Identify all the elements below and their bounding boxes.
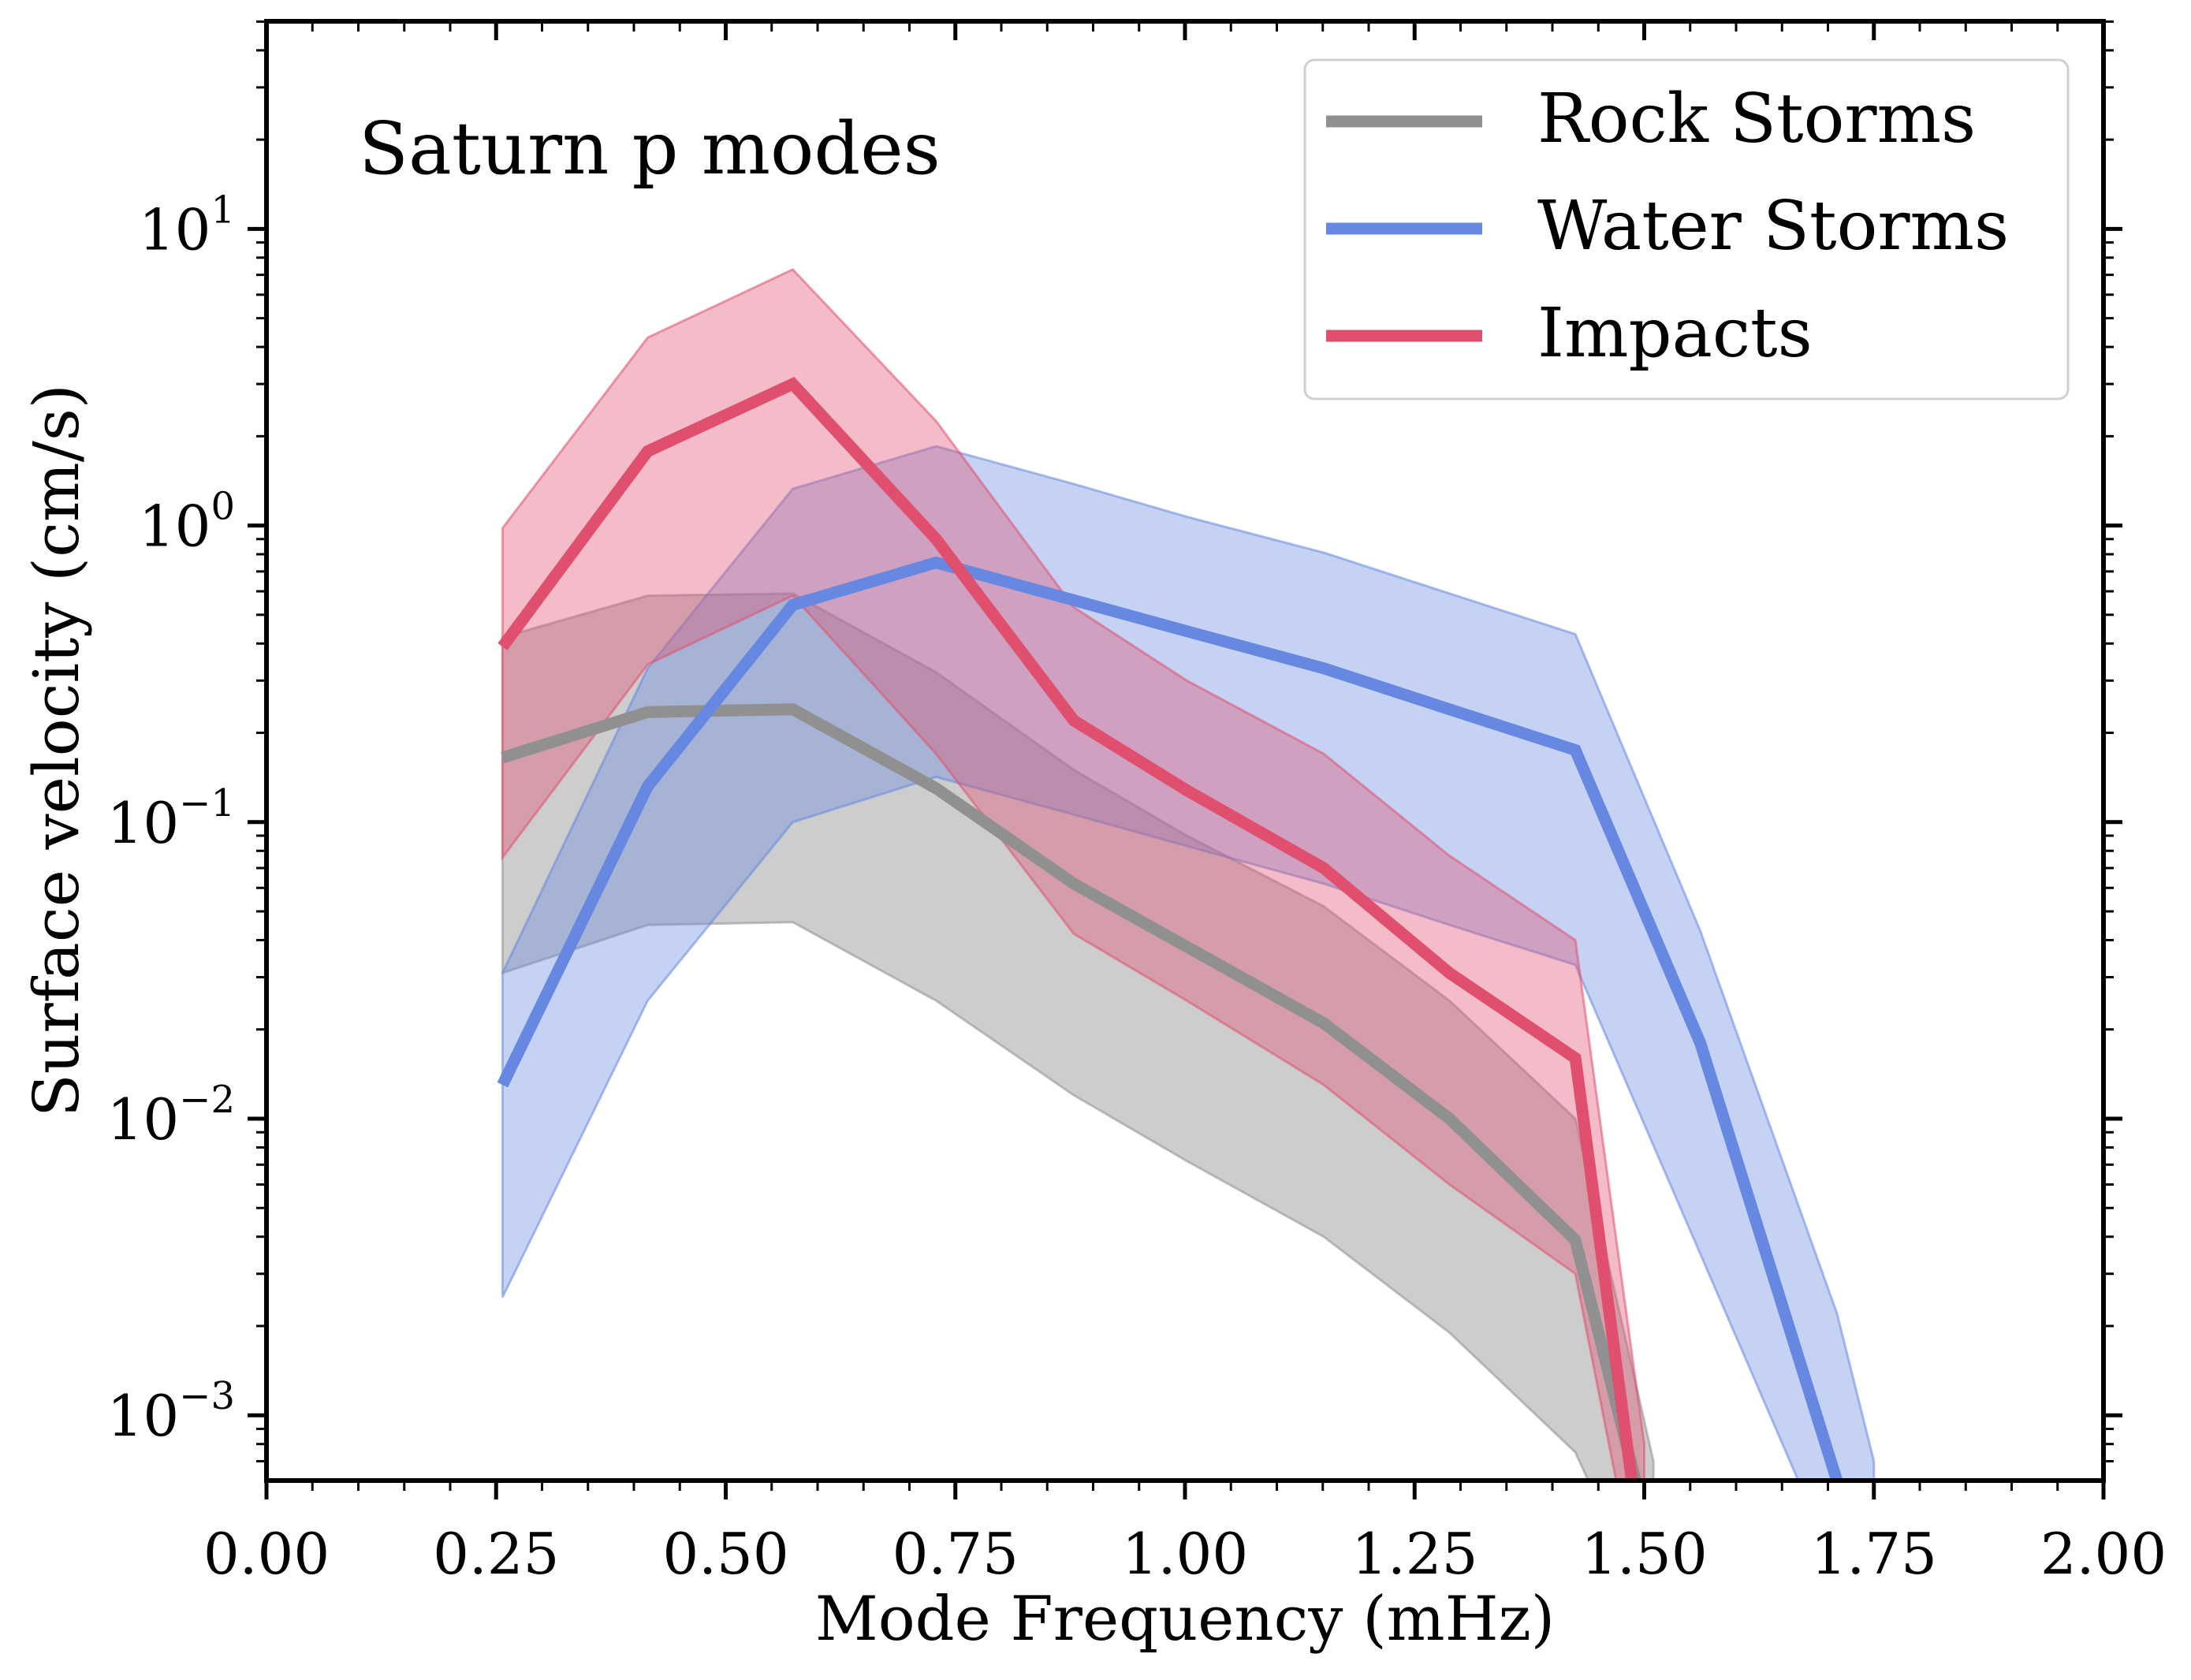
x-axis-label: Mode Frequency (mHz): [815, 1584, 1555, 1655]
x-tick-label: 1.75: [1811, 1521, 1937, 1587]
x-tick-labels: 0.00 0.25 0.50 0.75 1.00 1.25 1.50 1.75 2.00: [203, 1521, 2167, 1587]
line-impacts: [497, 376, 1638, 1481]
y-tick-label: 10−3: [107, 1374, 235, 1449]
x-tick-label: 0.00: [203, 1521, 330, 1587]
series-lines: [497, 376, 1843, 1481]
band-impacts: [501, 267, 1645, 1481]
x-tick-label: 1.00: [1122, 1521, 1248, 1587]
y-tick-label: 101: [139, 188, 235, 263]
y-axis-label: Surface velocity (cm/s): [20, 384, 93, 1117]
x-tick-label: 0.75: [892, 1521, 1019, 1587]
legend-label-impacts: Impacts: [1537, 294, 1813, 373]
band-water-storms: [501, 445, 1876, 1481]
x-tick-label: 0.25: [433, 1521, 559, 1587]
x-tick-label: 1.25: [1351, 1521, 1477, 1587]
x-tick-label: 0.50: [662, 1521, 788, 1587]
x-tick-label: 1.50: [1581, 1521, 1707, 1587]
confidence-bands: [501, 267, 1876, 1481]
band-rock-storms: [501, 592, 1655, 1481]
y-tick-label: 10−2: [107, 1078, 235, 1153]
chart-title: Saturn p modes: [359, 106, 941, 191]
legend: Rock Storms Water Storms Impacts: [1303, 58, 2070, 400]
axis-ticks: [248, 20, 2122, 1499]
y-tick-label: 10−1: [107, 781, 235, 856]
x-tick-label: 2.00: [2040, 1521, 2167, 1587]
y-tick-labels: 101 100 10−1 10−2 10−3: [107, 188, 235, 1449]
y-tick-label: 100: [139, 485, 235, 560]
legend-label-rock-storms: Rock Storms: [1537, 80, 1976, 158]
line-water-storms: [497, 556, 1843, 1481]
line-rock-storms: [501, 703, 1642, 1481]
legend-frame: [1303, 58, 2070, 400]
legend-label-water-storms: Water Storms: [1537, 187, 2009, 266]
